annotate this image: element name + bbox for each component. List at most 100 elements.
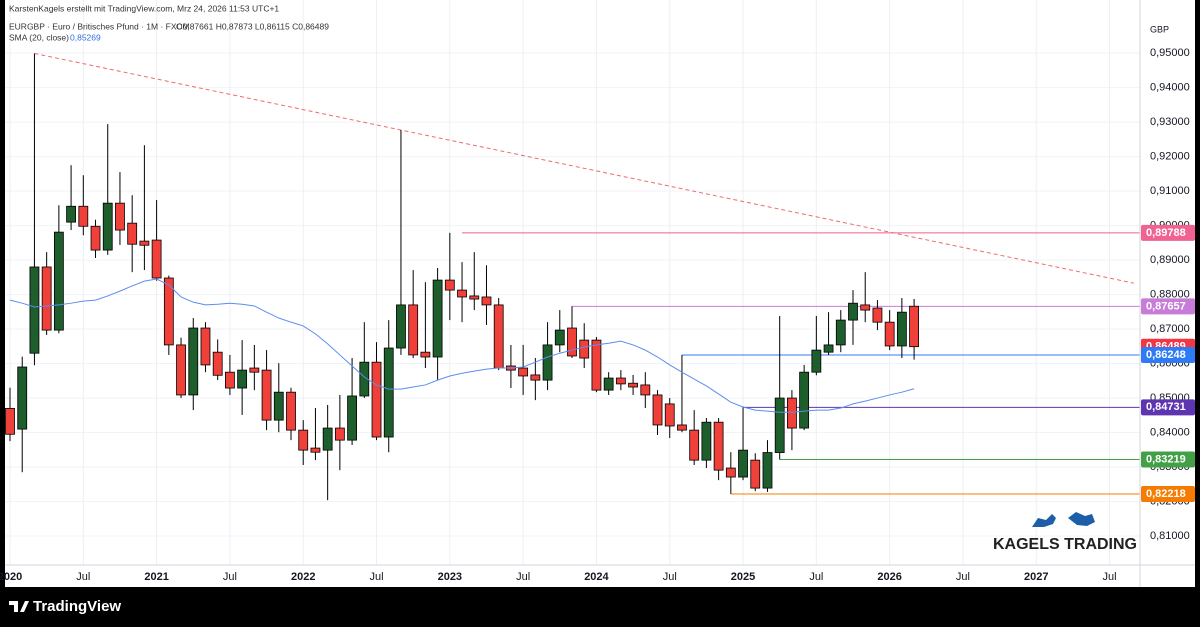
price-label: 0,84731 (1146, 401, 1186, 413)
price-label-box (1141, 224, 1195, 241)
candle-body (383, 347, 394, 438)
candle-body (677, 424, 687, 431)
candle-body (701, 421, 712, 461)
x-tick-label: Jul (223, 571, 237, 583)
candle-body (212, 351, 223, 376)
x-tick-label: Jul (1103, 571, 1117, 583)
watermark: KAGELS TRADING (993, 536, 1137, 553)
price-label: 0,86248 (1146, 349, 1186, 361)
candle-body (286, 391, 296, 431)
price-label-box (1141, 347, 1195, 364)
candle-body (848, 302, 858, 321)
y-tick-label: 0,88000 (1150, 288, 1190, 300)
candle-body (249, 367, 260, 373)
candle-body (603, 377, 614, 391)
candle-body (127, 222, 138, 245)
candle-body (200, 327, 211, 366)
x-tick-label: Jul (956, 571, 970, 583)
candle-body (102, 202, 113, 251)
candle-body (469, 295, 480, 300)
candle-body (298, 429, 309, 451)
candle-body (884, 321, 895, 347)
candle-body (151, 239, 162, 279)
candle-body (615, 377, 626, 385)
price-label: 0,82218 (1146, 488, 1186, 500)
candle-body (909, 305, 919, 348)
candle-body (713, 421, 724, 471)
plot-area (5, 52, 1140, 501)
branding-logo (9, 601, 29, 612)
x-tick-label: 2023 (438, 571, 462, 583)
candle-body (322, 427, 333, 451)
candle-body (725, 467, 736, 478)
candle-body (176, 344, 186, 396)
candle-body (115, 202, 125, 231)
candle-body (835, 319, 846, 346)
candle-body (481, 296, 492, 306)
candle-body (554, 329, 565, 346)
candle-body (518, 367, 529, 377)
candle-body (823, 344, 834, 353)
candle-body (493, 304, 504, 369)
candle-body (53, 231, 64, 331)
candle-body (41, 266, 52, 331)
branding: TradingView (33, 598, 121, 615)
x-tick-label: 2027 (1024, 571, 1048, 583)
x-tick-label: 2022 (291, 571, 315, 583)
candle-body (896, 311, 907, 347)
x-tick-label: 2026 (877, 571, 901, 583)
candle-body (334, 427, 345, 441)
candle-body (530, 374, 541, 381)
x-tick-label: Jul (369, 571, 383, 583)
candle-body (261, 369, 272, 421)
candle-body (163, 277, 174, 346)
candle-body (628, 382, 638, 388)
legend-symbol: EURGBP · Euro / Britisches Pfund · 1M · … (9, 21, 190, 31)
x-tick-label: Jul (809, 571, 823, 583)
candle-body (689, 429, 700, 461)
candle-body (310, 447, 321, 453)
candle-body (640, 384, 651, 396)
candle-body (799, 371, 810, 429)
x-tick-label: 2021 (144, 571, 168, 583)
y-tick-label: 0,87000 (1150, 323, 1190, 335)
y-tick-label: 0,94000 (1150, 82, 1190, 94)
candle-body (78, 205, 89, 227)
candle-body (408, 304, 419, 356)
x-tick-label: Jul (663, 571, 677, 583)
y-tick-label: 0,93000 (1150, 116, 1190, 128)
y-tick-label: 0,84000 (1150, 426, 1190, 438)
candle-body (579, 339, 590, 359)
price-label: 0,83219 (1146, 453, 1186, 465)
candle-body (542, 344, 553, 381)
candle-body (432, 279, 443, 358)
candle-body (347, 395, 357, 441)
price-label: 0,89788 (1146, 227, 1186, 239)
x-tick-label: Jul (516, 571, 530, 583)
watermark-logo (1032, 512, 1095, 527)
candle-body (774, 397, 785, 453)
sma-line (9, 278, 915, 413)
candle-body (811, 349, 822, 373)
y-tick-label: 0,81000 (1150, 530, 1190, 542)
candle-body (664, 403, 675, 427)
candle-body (787, 397, 797, 429)
axes: 0,810000,820000,830000,840000,850000,860… (0, 47, 1195, 583)
candle-body (860, 304, 871, 311)
candle-body (591, 339, 602, 391)
candle-body (738, 449, 748, 478)
currency: GBP (1150, 24, 1169, 34)
legend-ohlc: O0,87661 H0,87873 L0,86115 C0,86489 (176, 21, 329, 31)
candle-body (371, 361, 382, 438)
y-tick-label: 0,95000 (1150, 47, 1190, 59)
price-label-box (1141, 486, 1195, 503)
header: KarstenKagels erstellt mit TradingView.c… (9, 3, 279, 13)
candle-body (872, 307, 883, 323)
candle-body (762, 452, 773, 489)
x-tick-label: 2020 (0, 571, 22, 583)
y-tick-label: 0,91000 (1150, 185, 1190, 197)
candle-body (237, 369, 248, 389)
candle-body (90, 225, 101, 251)
